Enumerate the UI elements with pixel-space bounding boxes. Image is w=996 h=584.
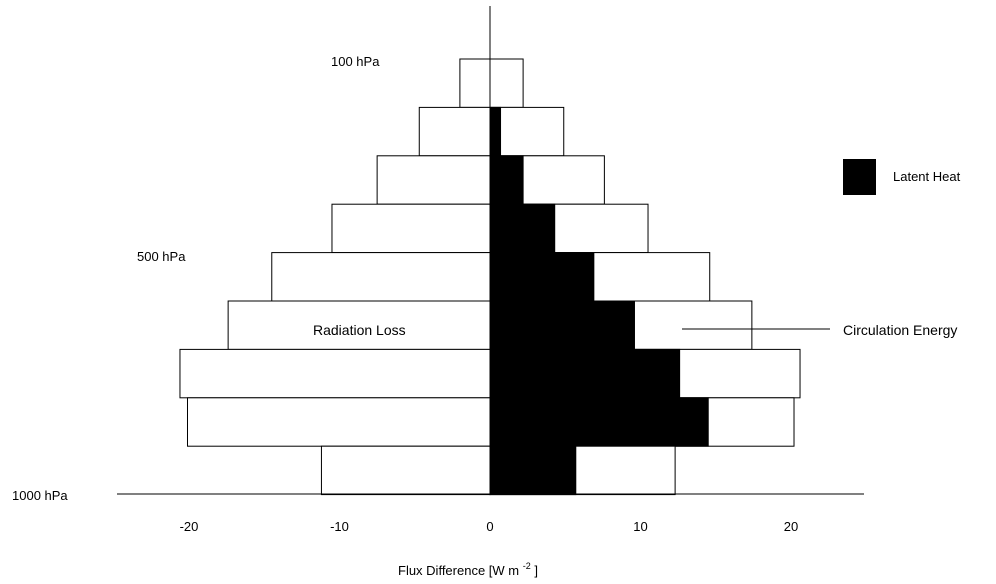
latent-heat-bar-8 (489, 397, 709, 447)
latent-heat-bar-3 (489, 155, 524, 205)
latent-heat-bar-6 (489, 300, 635, 350)
x-axis-title-main: Flux Difference [W m (398, 563, 519, 578)
axes-layer (117, 6, 864, 495)
radiation-loss-bar-3 (376, 155, 491, 205)
latent-heat-bar-7 (489, 348, 681, 399)
x-tick-label-0: 0 (486, 519, 493, 534)
radiation-loss-bar-5 (271, 252, 491, 302)
radiation-loss-bar-8 (186, 397, 491, 447)
level-label-100hpa: 100 hPa (331, 54, 380, 69)
latent-heat-bar-4 (489, 203, 556, 254)
circulation-energy-annotation: Circulation Energy (843, 322, 957, 338)
legend-label-latent-heat: Latent Heat (893, 169, 961, 184)
circulation-energy-bar-1 (489, 58, 524, 108)
bars-layer (179, 58, 801, 496)
x-axis-title-exponent: -2 (523, 561, 531, 571)
x-tick-label-20: 20 (784, 519, 798, 534)
radiation-loss-bar-1 (459, 58, 491, 108)
radiation-loss-bar-2 (418, 106, 491, 157)
tick-labels: -20 -10 0 10 20 (180, 519, 799, 534)
level-label-500hpa: 500 hPa (137, 249, 186, 264)
x-tick-label-neg20: -20 (180, 519, 199, 534)
radiation-loss-bar-7 (179, 348, 491, 399)
latent-heat-bar-2 (489, 106, 502, 157)
radiation-loss-bar-4 (331, 203, 491, 254)
legend-swatch-latent-heat (843, 159, 876, 195)
x-axis-title: Flux Difference [W m -2 ] (398, 557, 538, 578)
radiation-loss-bar-9 (320, 445, 491, 496)
x-tick-label-neg10: -10 (330, 519, 349, 534)
radiation-loss-annotation: Radiation Loss (313, 322, 406, 338)
circulation-energy-bar-2 (489, 106, 565, 157)
radiation-loss-bar-6 (227, 300, 491, 350)
latent-heat-bar-5 (489, 252, 595, 302)
x-tick-label-10: 10 (633, 519, 647, 534)
x-axis-title-close: ] (534, 563, 538, 578)
latent-heat-bar-9 (489, 445, 577, 496)
level-label-1000hpa: 1000 hPa (12, 488, 68, 503)
